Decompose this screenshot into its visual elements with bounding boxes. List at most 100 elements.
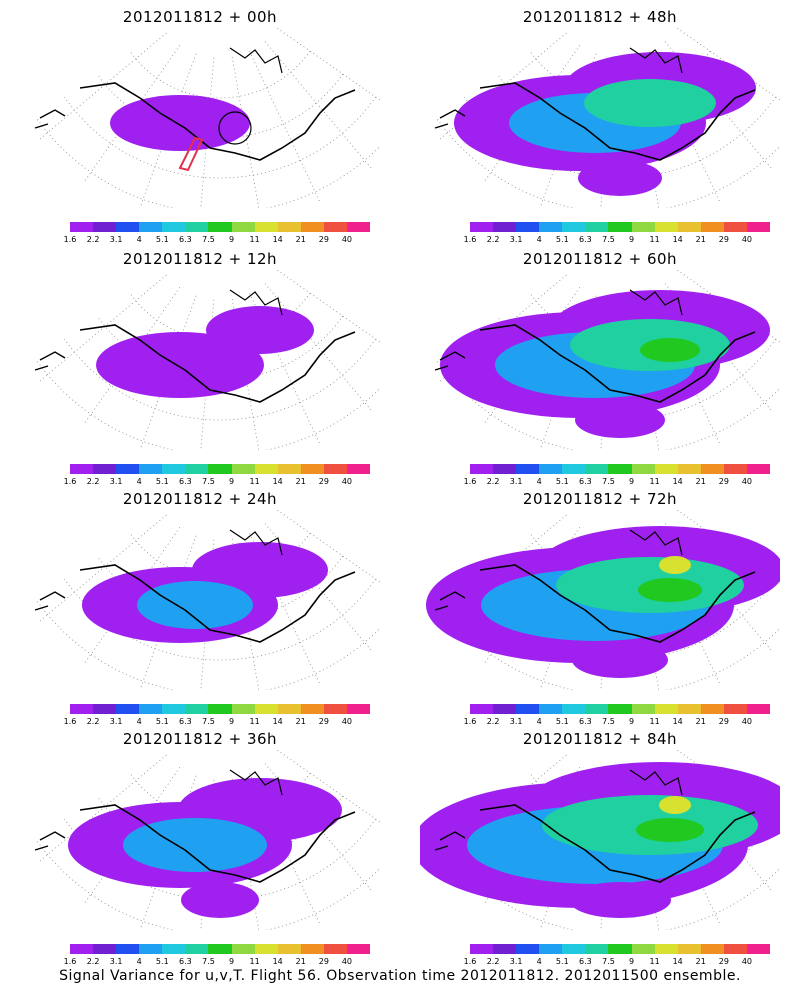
colorbar-swatch <box>208 704 232 714</box>
colorbar-swatch <box>562 464 586 474</box>
colorbar-swatch <box>700 222 724 232</box>
colorbar-tick-label: 11 <box>249 717 260 726</box>
colorbar-swatch <box>300 464 324 474</box>
colorbar-swatch <box>346 704 371 714</box>
colorbar-swatch <box>516 944 540 954</box>
colorbar-ticks: 1.6 2.2 3.1 4 5.1 6.3 7.5 9 11 14 21 29 40 <box>464 477 770 487</box>
colorbar-swatch <box>139 222 163 232</box>
colorbar-tick-label: 14 <box>672 717 683 726</box>
colorbar-tick-label: 6.3 <box>179 477 192 486</box>
colorbar <box>70 704 371 714</box>
coastline <box>479 82 756 161</box>
coastline <box>79 564 356 643</box>
colorbar-swatch <box>93 704 117 714</box>
panel-title: 2012011812 + 72h <box>522 490 678 508</box>
colorbar-tick-label: 9 <box>628 235 635 244</box>
colorbar-swatch <box>208 464 232 474</box>
colorbar-tick-label: 9 <box>628 957 635 966</box>
map-panel: 2012011812 + 60h 1.6 2.2 3.1 4 5.1 6.3 7.5 9 11 14… <box>420 250 780 486</box>
colorbar-swatch <box>162 944 186 954</box>
colorbar-swatch <box>723 704 747 714</box>
coastline <box>229 529 283 556</box>
colorbar-swatch <box>323 944 347 954</box>
colorbar-swatch <box>70 222 94 232</box>
colorbar-swatch <box>185 944 209 954</box>
colorbar-tick-label: 4 <box>136 717 142 726</box>
colorbar-tick-label: 5.1 <box>555 477 569 486</box>
colorbar-tick-label: 21 <box>295 477 306 486</box>
colorbar-swatch <box>608 944 632 954</box>
colorbar-swatch <box>493 222 517 232</box>
colorbar-ticks: 1.6 2.2 3.1 4 5.1 6.3 7.5 9 11 14 21 29 40 <box>64 477 370 487</box>
colorbar-swatch <box>585 944 609 954</box>
coastline <box>434 591 466 611</box>
colorbar-swatch <box>631 464 655 474</box>
colorbar-tick-label: 11 <box>249 957 260 966</box>
colorbar-swatch <box>723 944 747 954</box>
colorbar <box>470 944 771 954</box>
colorbar-tick-label: 9 <box>228 235 235 244</box>
colorbar-swatch <box>700 464 724 474</box>
colorbar <box>70 222 371 232</box>
colorbar-swatch <box>723 464 747 474</box>
variance-field <box>636 818 704 842</box>
colorbar-swatch <box>562 944 586 954</box>
colorbar-tick-label: 40 <box>341 477 353 486</box>
coastline <box>434 351 466 371</box>
colorbar-swatch <box>162 222 186 232</box>
colorbar-tick-label: 7.5 <box>602 235 615 244</box>
colorbar-swatch <box>277 944 301 954</box>
colorbar-tick-label: 40 <box>741 477 753 486</box>
colorbar-tick-label: 5.1 <box>555 717 569 726</box>
colorbar-swatch <box>608 704 632 714</box>
colorbar-tick-label: 1.6 <box>63 957 77 966</box>
colorbar-swatch <box>746 944 771 954</box>
colorbar-swatch <box>493 704 517 714</box>
colorbar-swatch <box>654 704 678 714</box>
colorbar-swatch <box>562 222 586 232</box>
panel-title: 2012011812 + 60h <box>522 250 678 268</box>
variance-field <box>584 79 716 127</box>
colorbar-tick-label: 29 <box>318 717 329 726</box>
polar-map <box>420 750 780 930</box>
colorbar-tick-label: 11 <box>649 957 660 966</box>
coastline <box>34 109 66 129</box>
colorbar-swatch <box>562 704 586 714</box>
colorbar-swatch <box>277 464 301 474</box>
colorbar-swatch <box>539 704 563 714</box>
colorbar-tick-label: 14 <box>672 957 683 966</box>
colorbar-tick-label: 4 <box>536 957 542 966</box>
colorbar-tick-label: 11 <box>649 477 660 486</box>
colorbar-tick-label: 14 <box>272 477 283 486</box>
colorbar-tick-label: 7.5 <box>202 717 215 726</box>
panel-title: 2012011812 + 00h <box>122 8 278 26</box>
colorbar-tick-label: 14 <box>672 477 683 486</box>
colorbar-swatch <box>116 704 140 714</box>
colorbar-tick-label: 40 <box>741 717 753 726</box>
colorbar-tick-label: 1.6 <box>63 235 77 244</box>
colorbar-tick-label: 7.5 <box>602 957 615 966</box>
colorbar-tick-label: 11 <box>649 717 660 726</box>
polar-map <box>34 28 380 208</box>
coastline <box>479 564 756 643</box>
colorbar-swatch <box>585 222 609 232</box>
colorbar-tick-label: 3.1 <box>509 957 523 966</box>
colorbar-tick-label: 3.1 <box>109 717 123 726</box>
variance-field <box>578 160 662 196</box>
colorbar-ticks: 1.6 2.2 3.1 4 5.1 6.3 7.5 9 11 14 21 29 40 <box>464 957 770 967</box>
colorbar <box>70 464 371 474</box>
colorbar-tick-label: 6.3 <box>179 235 192 244</box>
map-panel: 2012011812 + 00h 1.6 2.2 3.1 4 5.1 6.3 7.5 9 11 14… <box>20 8 380 244</box>
colorbar-tick-label: 11 <box>249 477 260 486</box>
colorbar-tick-label: 2.2 <box>86 235 100 244</box>
variance-field <box>137 581 253 629</box>
colorbar-tick-label: 29 <box>718 717 729 726</box>
colorbar-swatch <box>723 222 747 232</box>
colorbar-tick-label: 29 <box>718 235 729 244</box>
colorbar-tick-label: 9 <box>628 477 635 486</box>
colorbar-swatch <box>516 704 540 714</box>
variance-field <box>638 578 702 602</box>
colorbar-swatch <box>346 222 371 232</box>
colorbar-tick-label: 21 <box>295 717 306 726</box>
colorbar-tick-label: 9 <box>228 957 235 966</box>
